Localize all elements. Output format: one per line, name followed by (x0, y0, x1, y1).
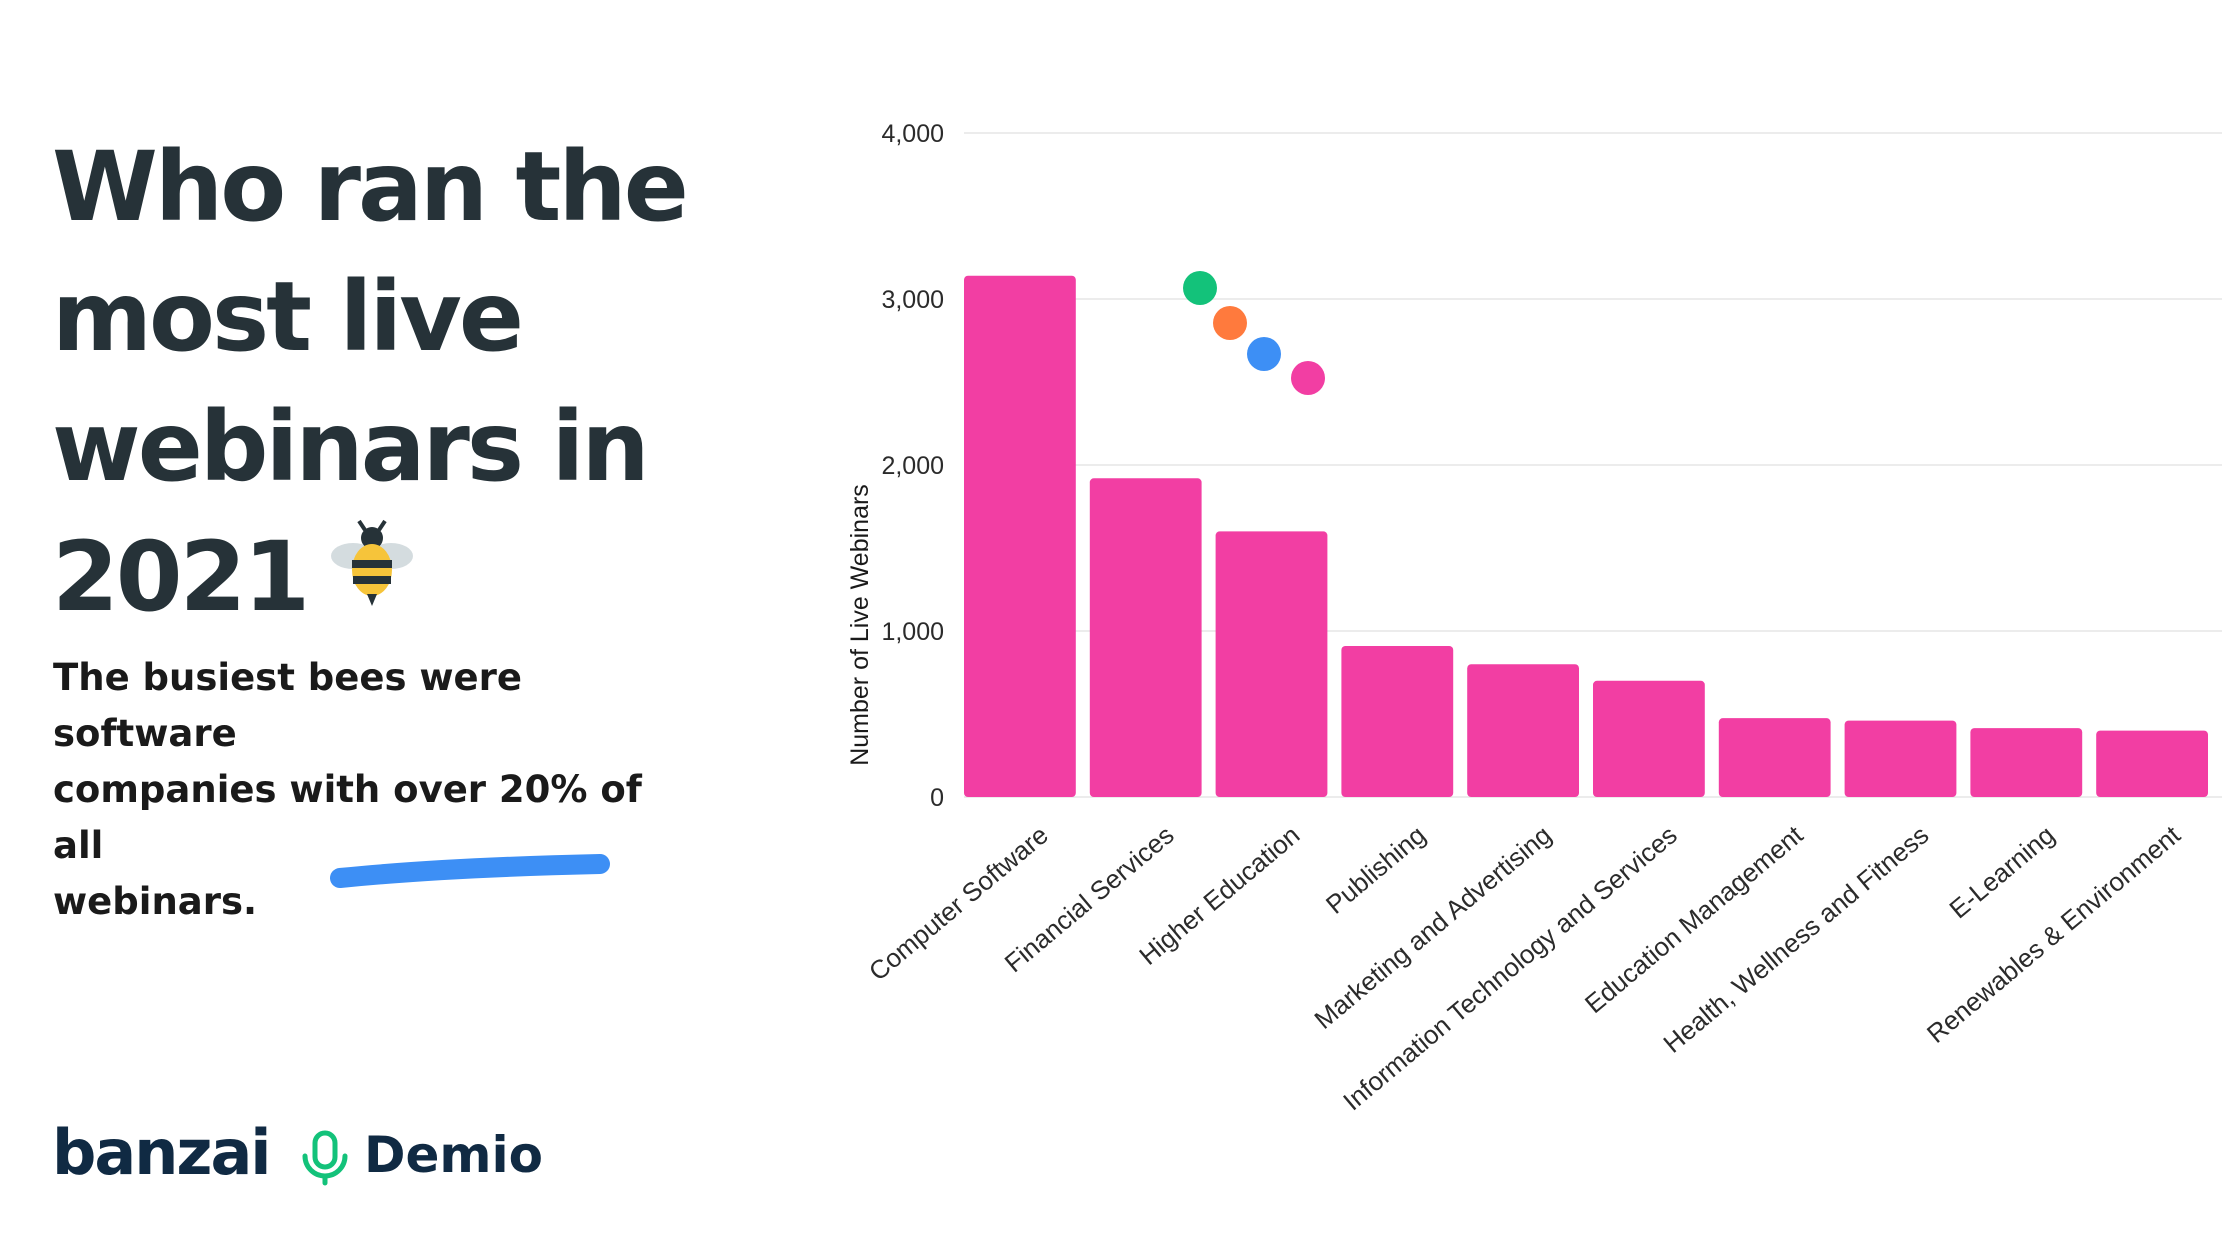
subtitle-line-1: The busiest bees were software (53, 656, 522, 755)
y-tick-labels: 0 1,000 2,000 3,000 4,000 (881, 120, 944, 812)
subtitle-line-2: companies with over 20% of all (53, 768, 642, 867)
headline-line-3: webinars in (52, 391, 650, 503)
bar-1 (1089, 478, 1202, 797)
bar-3 (1341, 645, 1454, 797)
decorative-dot (1291, 361, 1325, 395)
bars (964, 275, 2208, 797)
bar-7 (1844, 720, 1957, 797)
y-tick-label: 2,000 (881, 452, 944, 480)
decorative-dot (1213, 306, 1247, 340)
microphone-icon (302, 1130, 348, 1186)
headline-line-4: 2021 (52, 512, 772, 642)
subtitle: The busiest bees were software companies… (53, 650, 693, 930)
bar-8 (1970, 728, 2083, 797)
subtitle-line-3: webinars. (53, 880, 258, 923)
x-tick-label: Education Management (1579, 819, 1809, 1019)
bar-9 (2096, 730, 2208, 797)
y-tick-label: 1,000 (881, 618, 944, 646)
decorative-dots (1183, 271, 1325, 395)
y-tick-label: 3,000 (881, 286, 944, 314)
decorative-dot (1247, 337, 1281, 371)
headline: Who ran the most live webinars in 2021 (52, 122, 772, 642)
x-tick-label: Health, Wellness and Fitness (1657, 820, 1934, 1059)
demio-logo: Demio (364, 1126, 544, 1184)
x-tick-label: Marketing and Advertising (1308, 820, 1556, 1035)
headline-year: 2021 (52, 521, 310, 633)
banzai-logo: banzai (52, 1116, 272, 1189)
bar-5 (1593, 680, 1705, 797)
bar-4 (1467, 664, 1579, 797)
decorative-dot (1183, 271, 1217, 305)
y-tick-label: 4,000 (881, 120, 944, 148)
decorative-underline-stroke (330, 854, 610, 888)
x-tick-label: Publishing (1320, 820, 1431, 920)
headline-line-1: Who ran the (52, 131, 689, 243)
y-axis-title: Number of Live Webinars (846, 484, 874, 766)
x-tick-label: E-Learning (1943, 820, 2060, 925)
y-tick-label: 0 (930, 784, 944, 812)
bar-2 (1215, 531, 1328, 797)
bar-6 (1718, 718, 1831, 797)
headline-line-2: most live (52, 261, 524, 373)
bee-icon (327, 510, 417, 640)
bar-0 (964, 275, 1076, 797)
x-tick-label: Renewables & Environment (1921, 819, 2187, 1049)
